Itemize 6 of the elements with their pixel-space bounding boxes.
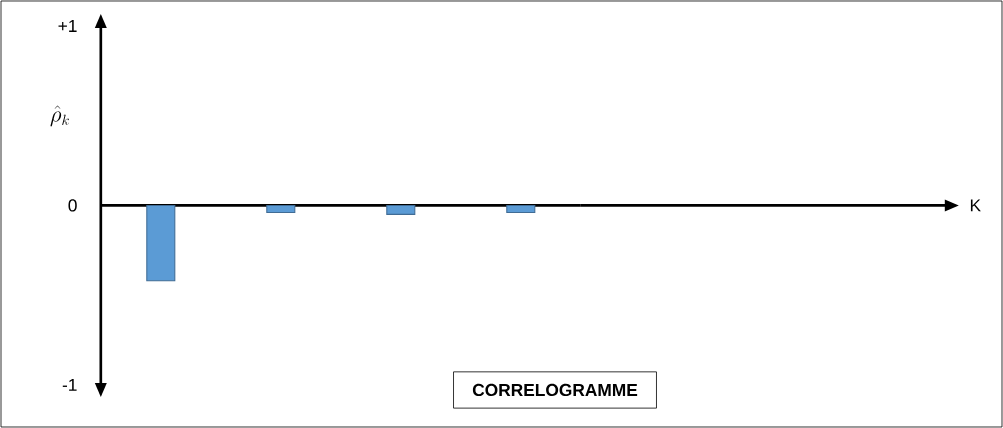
y-axis-title: $\hat{\rho}_k$ (50, 105, 69, 127)
y-tick-label: 0 (68, 199, 77, 212)
y-tick-label: -1 (62, 378, 77, 391)
text: CORRELOGRAMME (472, 383, 638, 397)
text: K (970, 199, 981, 212)
y-tick-label: +1 (58, 19, 77, 32)
